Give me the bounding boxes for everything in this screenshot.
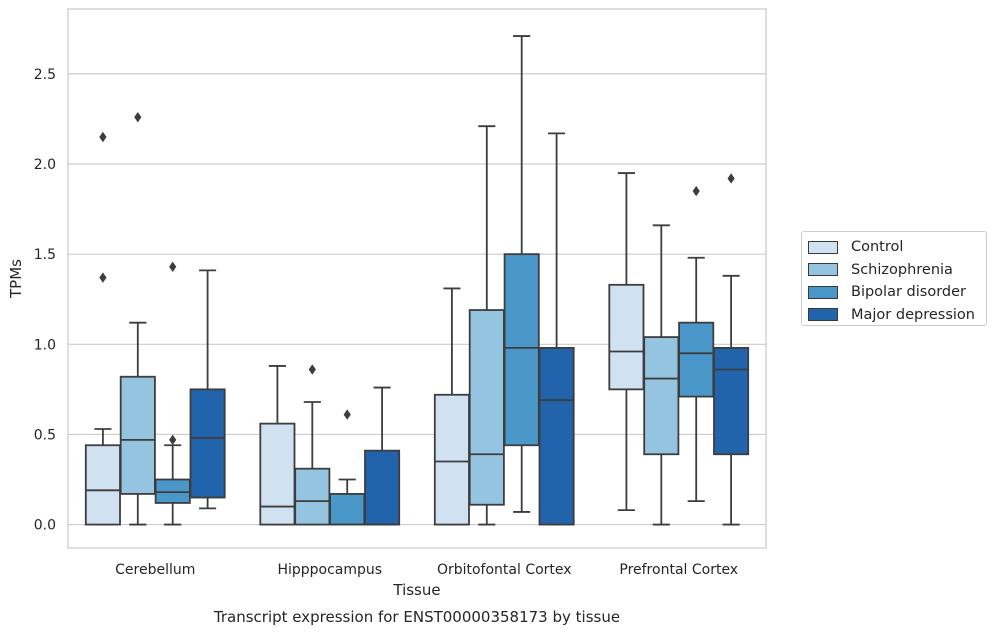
legend-item-schizophrenia: Schizophrenia	[808, 259, 980, 282]
legend-label-control: Control	[851, 239, 904, 256]
y-tick-label: 0.5	[34, 427, 56, 443]
box-bipolar-disorder-prefrontal-cortex	[678, 185, 715, 503]
iqr-box	[189, 388, 226, 499]
legend-swatch-schizophrenia	[808, 263, 838, 277]
outlier-point	[343, 409, 351, 420]
iqr-box	[154, 478, 191, 504]
iqr-box	[433, 393, 470, 526]
y-tick-label: 1.5	[34, 247, 56, 263]
box-control-hipppocampus	[259, 365, 296, 526]
legend-item-bipolar-disorder: Bipolar disorder	[808, 281, 980, 304]
y-tick-label: 1.0	[34, 337, 56, 353]
outlier-point	[308, 364, 316, 375]
grid-lines	[68, 73, 766, 526]
box-bipolar-disorder-hipppocampus	[329, 409, 366, 526]
box-bipolar-disorder-orbitofontal-cortex	[503, 35, 540, 513]
legend-swatch-bipolar-disorder	[808, 285, 838, 299]
box-major-depression-cerebellum	[189, 269, 226, 510]
legend-item-major-depression: Major depression	[808, 304, 980, 327]
chart-title: Transcript expression for ENST0000035817…	[213, 608, 620, 626]
box-schizophrenia-orbitofontal-cortex	[468, 125, 505, 526]
outlier-point	[727, 173, 735, 184]
box-schizophrenia-prefrontal-cortex	[643, 224, 680, 526]
x-tick-label-orbitofontal-cortex: Orbitofontal Cortex	[437, 562, 572, 578]
box-major-depression-hipppocampus	[364, 386, 401, 526]
legend-label-major-depression: Major depression	[851, 306, 975, 323]
y-tick-labels: 0.0 0.5 1.0 1.5 2.0 2.5	[34, 67, 56, 534]
box-schizophrenia-cerebellum	[119, 111, 156, 526]
iqr-box	[259, 422, 296, 526]
y-tick-label: 0.0	[34, 518, 56, 534]
x-tick-label-hipppocampus: Hipppocampus	[277, 562, 382, 578]
iqr-box	[294, 467, 331, 526]
y-tick-label: 2.5	[34, 67, 56, 83]
iqr-box	[643, 336, 680, 456]
x-tick-label-prefrontal-cortex: Prefrontal Cortex	[619, 562, 738, 578]
x-tick-label-cerebellum: Cerebellum	[115, 562, 195, 578]
iqr-box	[329, 493, 366, 526]
outlier-point	[692, 185, 700, 197]
box-bipolar-disorder-cerebellum	[154, 261, 191, 526]
outlier-point	[169, 434, 177, 446]
box-control-cerebellum	[84, 131, 121, 526]
iqr-box	[538, 347, 575, 526]
outlier-point	[134, 111, 142, 123]
iqr-box	[119, 375, 156, 495]
outlier-point	[99, 131, 107, 143]
box-major-depression-prefrontal-cortex	[713, 173, 750, 526]
iqr-box	[468, 309, 505, 506]
iqr-box	[364, 449, 401, 526]
iqr-box	[84, 444, 121, 526]
legend-label-schizophrenia: Schizophrenia	[851, 261, 953, 278]
legend-label-bipolar-disorder: Bipolar disorder	[851, 284, 966, 301]
box-elements	[84, 35, 750, 526]
iqr-box	[713, 347, 750, 456]
legend-swatch-major-depression	[808, 308, 838, 322]
box-control-orbitofontal-cortex	[433, 287, 470, 526]
box-schizophrenia-hipppocampus	[294, 364, 331, 526]
legend-swatch-control	[808, 240, 838, 254]
legend-item-control: Control	[808, 236, 980, 259]
box-major-depression-orbitofontal-cortex	[538, 132, 575, 526]
y-tick-label: 2.0	[34, 157, 56, 173]
box-control-prefrontal-cortex	[608, 172, 645, 512]
legend: Control Schizophrenia Bipolar disorder M…	[801, 231, 987, 326]
outlier-point	[169, 261, 177, 272]
iqr-box	[608, 283, 645, 391]
y-axis-title: TPMs	[7, 259, 25, 299]
plot-area-frame	[67, 8, 767, 549]
x-axis-title: Tissue	[392, 581, 440, 599]
x-tick-labels: Cerebellum Hipppocampus Orbitofontal Corte…	[115, 562, 738, 578]
iqr-box	[503, 253, 540, 447]
iqr-box	[678, 321, 715, 398]
outlier-point	[99, 272, 107, 283]
